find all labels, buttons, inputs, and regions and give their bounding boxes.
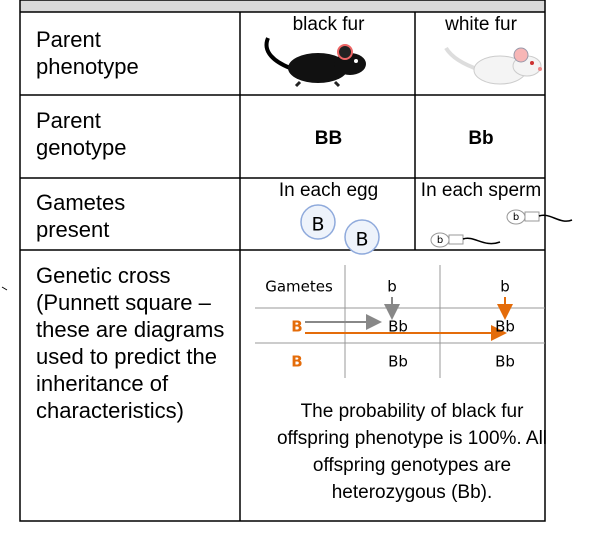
sperm <box>506 209 573 225</box>
egg <box>344 219 380 255</box>
stray-mark <box>1 286 8 291</box>
cell-text: In each egg <box>278 180 379 201</box>
cell-text: Bb <box>468 128 494 149</box>
summary: The probability of black fur offspring p… <box>276 401 548 503</box>
row-label: Parent genotype <box>36 108 127 160</box>
punnett-column: b <box>387 278 397 296</box>
black-mouse <box>264 37 366 88</box>
sperm <box>430 232 501 248</box>
punnett-cell: Bb <box>495 353 515 371</box>
punnett-arrows <box>305 297 513 341</box>
row-label: Gametes present <box>36 190 126 242</box>
sperm-label: b <box>513 212 519 223</box>
sperm-label: b <box>437 235 443 246</box>
cell-text: white fur <box>445 14 517 35</box>
table-lines <box>19 0 546 522</box>
punnett-row-gamete: B <box>291 353 302 371</box>
white-mouse <box>444 46 542 85</box>
punnett-corner: Gametes <box>265 278 333 296</box>
row-label: Genetic cross (Punnett square – these ar… <box>36 263 225 423</box>
punnett-row-gamete: B <box>291 318 302 336</box>
cell-text: black fur <box>292 14 365 35</box>
punnett-cell: Bb <box>495 318 515 336</box>
row-label: Parent phenotype <box>36 27 139 79</box>
egg-label: B <box>311 214 324 236</box>
header-bar <box>20 0 545 12</box>
cell-text: In each sperm <box>420 180 542 201</box>
punnett-cell: Bb <box>388 353 408 371</box>
egg <box>300 204 336 240</box>
punnett-cell: Bb <box>388 318 408 336</box>
egg-label: B <box>355 229 368 251</box>
cell-text: BB <box>314 128 343 149</box>
punnett-column: b <box>500 278 510 296</box>
